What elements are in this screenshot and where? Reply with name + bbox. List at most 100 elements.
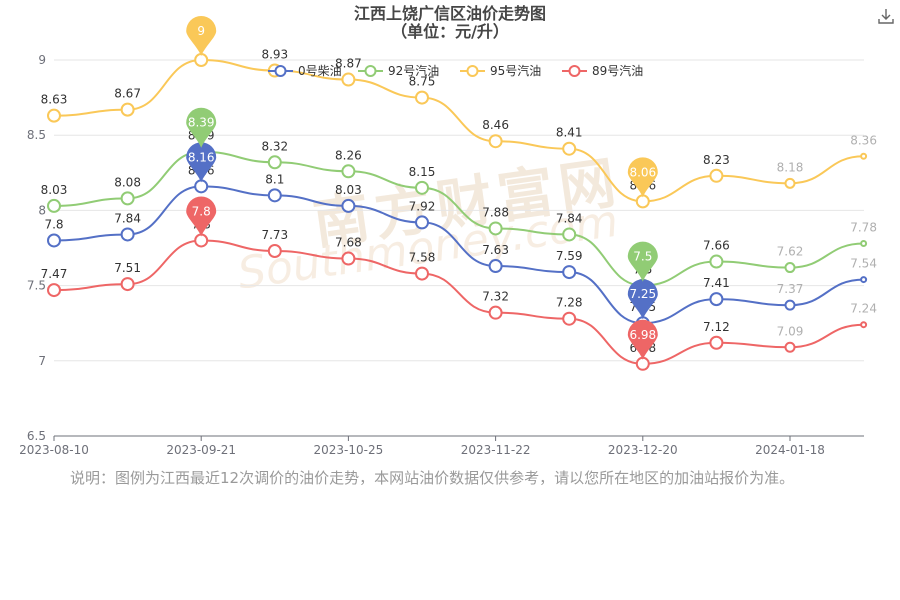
data-point [488,134,503,149]
chart-title: 江西上饶广信区油价走势图 [353,4,546,23]
data-label: 8.1 [265,172,284,186]
data-label: 7.12 [703,320,730,334]
data-point [415,90,429,105]
marker-pin [627,319,658,360]
data-point [709,168,724,183]
data-point [709,292,724,307]
data-point [341,251,356,266]
data-point [784,299,796,311]
data-label: 7.47 [41,267,68,281]
data-point [47,108,61,123]
data-label: 8.36 [850,133,877,147]
marker-pin-label: 8.39 [188,116,215,130]
data-point [562,311,577,326]
data-label: 7.37 [777,282,804,296]
data-point [562,227,577,242]
data-point [784,262,796,274]
data-point [488,305,503,320]
marker-pin [186,196,217,237]
data-label: 7.41 [703,276,730,290]
x-tick-label: 2023-10-25 [314,443,384,457]
data-point [415,266,429,281]
data-label: 7.59 [556,249,583,263]
marker-pin [627,241,658,282]
data-point [784,177,796,189]
legend-label: 92号汽油 [388,63,439,78]
data-point [860,276,868,284]
data-point [415,215,429,230]
data-point [709,335,724,350]
legend-symbol [466,65,479,77]
data-point [120,227,135,242]
y-tick-label: 7 [38,354,46,368]
marker-pin-label: 9 [197,24,205,38]
data-label: 7.68 [335,236,362,250]
marker-pin [186,107,217,148]
x-tick-label: 2023-09-21 [166,443,236,457]
data-label: 8.26 [335,148,362,162]
data-label: 7.84 [556,211,583,225]
data-point [341,164,356,179]
legend-label: 95号汽油 [490,63,541,78]
data-point [341,198,356,213]
data-label: 8.08 [114,175,141,189]
chart-subtitle: （单位：元/升） [391,22,509,41]
data-point [562,141,577,156]
data-point [562,265,577,280]
data-point [860,239,868,247]
data-point [267,188,282,203]
data-label: 7.62 [777,245,804,259]
marker-pin [627,279,658,320]
x-tick-label: 2023-11-22 [461,443,531,457]
data-point [120,102,135,117]
series-line [53,58,864,203]
data-label: 8.75 [409,75,436,89]
y-tick-label: 9 [38,53,46,67]
data-label: 7.54 [850,257,877,271]
data-point [47,198,61,213]
data-label: 7.88 [482,205,509,219]
y-tick-label: 6.5 [27,429,46,443]
data-point [47,233,61,248]
chart-note: 说明：图例为江西最近12次调价的油价走势，本网站油价数据仅供参考，请以您所在地区… [70,469,795,487]
x-tick-label: 2023-12-20 [608,443,678,457]
data-point [784,341,796,353]
data-label: 7.51 [114,261,141,275]
download-icon[interactable] [876,6,896,26]
data-label: 8.63 [41,93,68,107]
marker-pin [627,157,658,198]
data-point [709,254,724,269]
data-point [488,259,503,274]
data-label: 8.18 [777,160,804,174]
marker-pin [186,16,217,57]
data-label: 8.03 [335,183,362,197]
data-point [341,72,356,87]
legend-label: 89号汽油 [592,63,643,78]
data-point [267,155,282,170]
data-point [47,283,61,298]
data-label: 7.8 [44,217,63,231]
data-label: 8.23 [703,153,730,167]
data-label: 8.03 [41,183,68,197]
legend-symbol [274,65,287,77]
marker-pin-label: 8.06 [629,165,656,179]
data-label: 7.92 [409,199,436,213]
data-label: 8.41 [556,126,583,140]
marker-pin-label: 8.16 [188,150,215,164]
data-label: 8.32 [261,139,288,153]
data-label: 8.67 [114,87,141,101]
legend-symbol [568,65,581,77]
data-point [488,221,503,236]
data-point [415,180,429,195]
marker-pin-label: 7.8 [192,204,211,218]
marker-pin-label: 7.5 [633,250,652,264]
data-label: 7.24 [850,302,877,316]
data-label: 7.78 [850,220,877,234]
data-label: 7.58 [409,251,436,265]
y-tick-label: 7.5 [27,279,46,293]
data-point [860,152,868,160]
x-tick-label: 2023-08-10 [19,443,89,457]
data-label: 8.15 [409,165,436,179]
data-label: 7.09 [777,324,804,338]
